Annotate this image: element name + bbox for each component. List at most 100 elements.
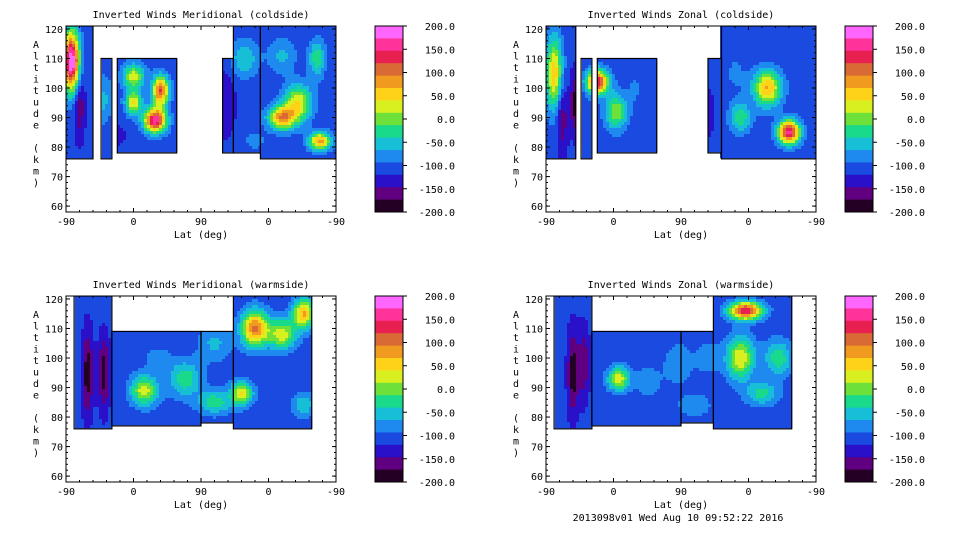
field-cell [135, 128, 139, 132]
field-cell [639, 62, 643, 66]
field-cell [135, 137, 139, 141]
field-cell [108, 71, 112, 75]
field-cell [138, 83, 142, 87]
field-cell [570, 128, 574, 132]
field-cell [279, 149, 283, 153]
field-cell [744, 104, 748, 108]
field-cell [108, 143, 112, 147]
field-cell [801, 62, 805, 66]
field-cell [222, 122, 226, 126]
field-cell [729, 113, 733, 117]
field-cell [264, 86, 268, 90]
field-cell [549, 29, 553, 33]
field-cell [117, 74, 121, 78]
field-cell [84, 56, 88, 60]
field-cell [729, 98, 733, 102]
field-cell [279, 59, 283, 63]
field-cell [69, 56, 73, 60]
field-cell [255, 122, 259, 126]
field-cell [327, 152, 331, 156]
field-cell [759, 116, 763, 120]
field-cell [609, 74, 613, 78]
contour-region-outline [116, 57, 178, 154]
field-cell [69, 38, 73, 42]
field-cell [309, 101, 313, 105]
field-cell [90, 86, 94, 90]
field-cell [330, 86, 334, 90]
field-cell [120, 140, 124, 144]
field-cell [153, 83, 157, 87]
field-cell [759, 65, 763, 69]
field-cell [108, 83, 112, 87]
field-cell [267, 92, 271, 96]
field-cell [84, 119, 88, 123]
field-cell [303, 134, 307, 138]
field-cell [258, 89, 262, 93]
field-cell [552, 110, 556, 114]
field-cell [741, 119, 745, 123]
field-cell [324, 74, 328, 78]
field-cell [564, 116, 568, 120]
field-cell [303, 131, 307, 135]
field-cell [798, 116, 802, 120]
field-cell [315, 116, 319, 120]
field-cell [309, 47, 313, 51]
field-cell [726, 104, 730, 108]
field-cell [750, 80, 754, 84]
field-cell [330, 47, 334, 51]
field-cell [588, 89, 592, 93]
field-cell [804, 125, 808, 129]
field-cell [222, 65, 226, 69]
field-cell [624, 107, 628, 111]
field-cell [642, 119, 646, 123]
field-cell [552, 89, 556, 93]
field-cell [300, 101, 304, 105]
field-cell [312, 101, 316, 105]
field-cell [234, 32, 238, 36]
field-cell [159, 95, 163, 99]
field-cell [792, 41, 796, 45]
field-cell [786, 29, 790, 33]
field-cell [801, 89, 805, 93]
field-cell [81, 119, 85, 123]
field-cell [282, 95, 286, 99]
field-cell [267, 44, 271, 48]
field-cell [567, 122, 571, 126]
field-cell [321, 107, 325, 111]
field-cell [774, 95, 778, 99]
field-cell [648, 89, 652, 93]
field-cell [240, 83, 244, 87]
field-cell [318, 104, 322, 108]
field-cell [792, 50, 796, 54]
field-cell [279, 56, 283, 60]
field-cell [735, 68, 739, 72]
field-cell [714, 59, 718, 63]
field-cell [573, 125, 577, 129]
field-cell [249, 137, 253, 141]
field-cell [303, 125, 307, 129]
field-cell [750, 77, 754, 81]
field-cell [588, 113, 592, 117]
field-cell [81, 59, 85, 63]
field-cell [651, 119, 655, 123]
field-cell [294, 86, 298, 90]
field-cell [330, 152, 334, 156]
field-cell [231, 149, 235, 153]
field-cell [708, 77, 712, 81]
field-cell [645, 80, 649, 84]
field-cell [318, 86, 322, 90]
field-cell [102, 125, 106, 129]
field-cell [585, 128, 589, 132]
field-cell [552, 101, 556, 105]
field-cell [90, 77, 94, 81]
field-cell [561, 74, 565, 78]
field-cell [768, 35, 772, 39]
field-cell [153, 149, 157, 153]
field-cell [549, 65, 553, 69]
field-cell [69, 62, 73, 66]
field-cell [306, 92, 310, 96]
field-cell [249, 113, 253, 117]
field-cell [84, 149, 88, 153]
field-cell [126, 89, 130, 93]
field-cell [318, 44, 322, 48]
